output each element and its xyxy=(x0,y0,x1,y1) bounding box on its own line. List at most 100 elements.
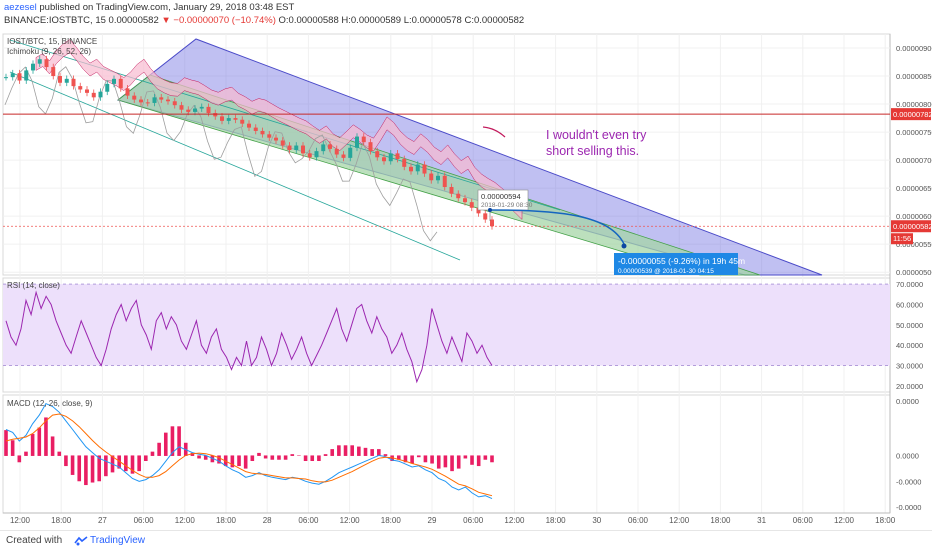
macd-histogram-bar xyxy=(190,452,195,456)
projection-label-bg xyxy=(614,253,738,275)
candle-body xyxy=(17,73,22,81)
ichimoku-cloud xyxy=(35,39,523,221)
rsi-tick-label: 20.0000 xyxy=(896,382,923,391)
publish-info: published on TradingView.com, January 29… xyxy=(39,2,295,13)
candle-body xyxy=(314,151,319,158)
macd-tick-label: 0.0000 xyxy=(896,397,919,406)
macd-histogram-bar xyxy=(463,455,468,459)
time-tick-label: 31 xyxy=(757,516,766,525)
macd-histogram-bar xyxy=(443,455,448,468)
projection-target-label: 0.00000539 @ 2018-01-30 04:15 xyxy=(618,268,714,275)
macd-histogram-bar xyxy=(436,455,441,469)
macd-histogram-bar xyxy=(396,455,401,460)
macd-histogram-bar xyxy=(137,455,141,472)
chart-header: aezesel published on TradingView.com, Ja… xyxy=(0,0,932,32)
outer-channel xyxy=(116,38,823,276)
marker-price-label: 0.00000594 xyxy=(481,192,521,201)
candle-body xyxy=(287,145,292,151)
macd-histogram-bar xyxy=(297,455,301,456)
price-tick-label: 0.00000500 xyxy=(896,268,932,277)
candle-body xyxy=(402,158,407,167)
candle-body xyxy=(193,108,197,112)
macd-histogram-bar xyxy=(64,455,68,467)
candle-body xyxy=(301,145,305,154)
time-tick-label: 06:00 xyxy=(628,516,649,525)
candle-body xyxy=(112,78,116,84)
time-tick-label: 18:00 xyxy=(216,516,237,525)
candle-body xyxy=(226,118,231,121)
candle-body xyxy=(456,193,461,199)
annotation-line-1: I wouldn't even try xyxy=(546,128,647,142)
candle-body xyxy=(4,77,8,79)
macd-histogram-bar xyxy=(357,446,361,456)
macd-histogram-bar xyxy=(203,455,208,460)
candle-body xyxy=(388,153,393,162)
candle-body xyxy=(382,157,386,162)
projection-change-label: -0.00000055 (-9.26%) in 19h 45m xyxy=(618,256,745,266)
candle-body xyxy=(220,116,224,121)
macd-histogram-bar xyxy=(144,455,148,462)
candle-body xyxy=(98,91,103,98)
time-tick-label: 12:00 xyxy=(340,516,361,525)
candle-body xyxy=(91,92,96,98)
price-tick-label: 0.00000600 xyxy=(896,212,932,221)
time-tick-label: 18:00 xyxy=(875,516,896,525)
candle-body xyxy=(274,137,278,141)
price-tick-label: 0.00000750 xyxy=(896,128,932,137)
macd-histogram-bar xyxy=(170,426,175,456)
time-tick-label: 12:00 xyxy=(504,516,525,525)
macd-histogram-bar xyxy=(197,455,201,459)
tradingview-brand[interactable]: TradingView xyxy=(90,535,146,546)
macd-signal-line xyxy=(5,413,493,497)
candle-body xyxy=(422,164,427,174)
projection-target-dot xyxy=(621,243,627,249)
macd-histogram-bar xyxy=(257,452,261,456)
price-tick-label: 0.00000700 xyxy=(896,156,932,165)
candle-body xyxy=(51,67,56,77)
candle-body xyxy=(233,118,238,120)
candle-body xyxy=(145,102,150,104)
macd-histogram-bar xyxy=(10,440,15,456)
time-tick-label: 06:00 xyxy=(793,516,814,525)
candle-body xyxy=(321,144,326,152)
candle-body xyxy=(267,134,272,138)
macd-tick-label: -0.0000 xyxy=(896,477,921,486)
publish-line: aezesel published on TradingView.com, Ja… xyxy=(4,2,294,13)
macd-histogram-bar xyxy=(317,455,321,462)
rsi-pane-title: RSI (14, close) xyxy=(7,281,60,290)
candle-body xyxy=(490,219,494,227)
candle-body xyxy=(44,59,49,68)
ohlc-values: O:0.00000588 H:0.00000589 L:0.00000578 C… xyxy=(278,15,525,26)
macd-histogram-bar xyxy=(30,433,35,456)
macd-tick-label: -0.0000 xyxy=(896,503,921,512)
macd-histogram-bar xyxy=(283,455,288,460)
created-with-text: Created with xyxy=(6,535,63,546)
macd-histogram-bar xyxy=(90,455,95,483)
author-link[interactable]: aezesel xyxy=(4,2,37,13)
candle-body xyxy=(24,70,29,81)
time-tick-label: 18:00 xyxy=(51,516,72,525)
macd-histogram-bar xyxy=(430,455,434,464)
candle-body xyxy=(85,89,89,93)
chart-canvas[interactable]: 12:00 18:00 27 06:00 12:00 18:00 28 06:00 12:00 1… xyxy=(0,32,932,530)
candle-body xyxy=(328,144,332,149)
annotation-line-2: short selling this. xyxy=(546,144,639,158)
time-tick-label: 06:00 xyxy=(134,516,155,525)
time-tick-label: 12:00 xyxy=(175,516,196,525)
candle-body xyxy=(348,147,353,158)
macd-histogram-bar xyxy=(370,449,374,456)
macd-histogram-bar xyxy=(97,455,102,482)
rsi-tick-label: 40.0000 xyxy=(896,341,923,350)
candle-body xyxy=(375,151,380,158)
macd-histogram-bar xyxy=(377,449,381,456)
candle-body xyxy=(476,207,481,214)
candle-body xyxy=(260,130,265,135)
last-price-tag: 0.00000582 xyxy=(893,222,932,231)
macd-histogram-bar xyxy=(57,451,62,456)
candle-body xyxy=(368,142,373,152)
price-tick-label: 0.00000550 xyxy=(896,240,932,249)
macd-histogram-bar xyxy=(50,436,55,456)
rsi-line xyxy=(5,290,493,384)
symbol-name: BINANCE:IOSTBTC, 15 xyxy=(4,15,106,26)
candle-body xyxy=(294,145,299,151)
